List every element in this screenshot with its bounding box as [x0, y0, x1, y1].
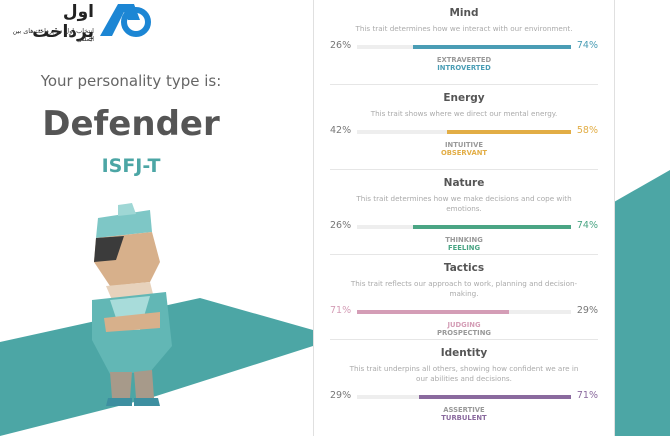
- bar-fill: [446, 130, 571, 134]
- trait-name: Identity: [440, 347, 488, 359]
- trait-description: This trait determines how we make decisi…: [356, 194, 572, 213]
- trait-poles: INTUITIVE OBSERVANT: [330, 141, 598, 157]
- left-pole: THINKING: [445, 236, 483, 244]
- left-pole: INTUITIVE: [445, 141, 483, 149]
- right-pole: INTROVERTED: [437, 64, 491, 72]
- trait: Mind This trait determines how we interac…: [330, 0, 598, 85]
- right-pole: TURBULENT: [441, 414, 487, 422]
- trait: Identity This trait underpins all others,…: [330, 340, 598, 436]
- bar-track: [357, 395, 571, 399]
- logo-title: اول پرداخت: [32, 2, 94, 42]
- bar-track: [357, 45, 571, 49]
- right-percent: 71%: [576, 390, 598, 401]
- type-name: Defender: [42, 104, 220, 144]
- right-pole: OBSERVANT: [440, 149, 488, 157]
- trait-description: This trait determines how we interact wi…: [355, 24, 573, 33]
- right-pole: PROSPECTING: [437, 329, 491, 337]
- trait-bar-row: 26% 74%: [330, 40, 598, 54]
- trait-name: Mind: [449, 7, 479, 19]
- left-percent: 26%: [330, 220, 352, 231]
- trait-description: This trait underpins all others, showing…: [349, 364, 579, 383]
- bar-fill: [412, 45, 571, 49]
- trait-bar-row: 42% 58%: [330, 125, 598, 139]
- trait-bar-row: 29% 71%: [330, 390, 598, 404]
- right-percent: 74%: [576, 220, 598, 231]
- character: [92, 203, 172, 406]
- trait-poles: JUDGING PROSPECTING: [330, 321, 598, 337]
- left-percent: 29%: [330, 390, 352, 401]
- bar-track: [357, 130, 571, 134]
- left-percent: 26%: [330, 40, 352, 51]
- right-percent: 74%: [576, 40, 598, 51]
- bar-fill: [412, 225, 571, 229]
- trait-bar-row: 26% 74%: [330, 220, 598, 234]
- logo-tagline: انتخاب اول در پرداخت‌های بین المللی: [12, 27, 94, 43]
- intro: Your personality type is:: [40, 72, 222, 90]
- bar-track: [357, 225, 571, 229]
- left-pole: EXTRAVERTED: [436, 56, 492, 64]
- left-pole: ASSERTIVE: [443, 406, 485, 414]
- right-pole: FEELING: [447, 244, 481, 252]
- left-percent: 42%: [330, 125, 352, 136]
- trait-description: This trait reflects our approach to work…: [350, 279, 578, 298]
- trait-bar-row: 71% 29%: [330, 305, 598, 319]
- trait-name: Energy: [443, 92, 485, 104]
- trait-name: Nature: [443, 177, 485, 189]
- type-code: ISFJ-T: [101, 155, 161, 177]
- left-pole: JUDGING: [447, 321, 481, 329]
- bar-track: [357, 310, 571, 314]
- bar-fill: [419, 395, 571, 399]
- right-percent: 29%: [576, 305, 598, 316]
- trait: Energy This trait shows where we direct o…: [330, 85, 598, 170]
- trait: Tactics This trait reflects our approach …: [330, 255, 598, 340]
- trait-poles: EXTRAVERTED INTROVERTED: [330, 56, 598, 72]
- left-percent: 71%: [330, 305, 352, 316]
- trait-name: Tactics: [443, 262, 485, 274]
- bar-fill: [357, 310, 509, 314]
- trait: Nature This trait determines how we make …: [330, 170, 598, 255]
- trait-description: This trait shows where we direct our men…: [370, 109, 558, 118]
- trait-poles: ASSERTIVE TURBULENT: [330, 406, 598, 422]
- trait-poles: THINKING FEELING: [330, 236, 598, 252]
- logo-mark: [100, 4, 151, 37]
- right-percent: 58%: [576, 125, 598, 136]
- traits-panel: Mind This trait determines how we interac…: [313, 0, 615, 436]
